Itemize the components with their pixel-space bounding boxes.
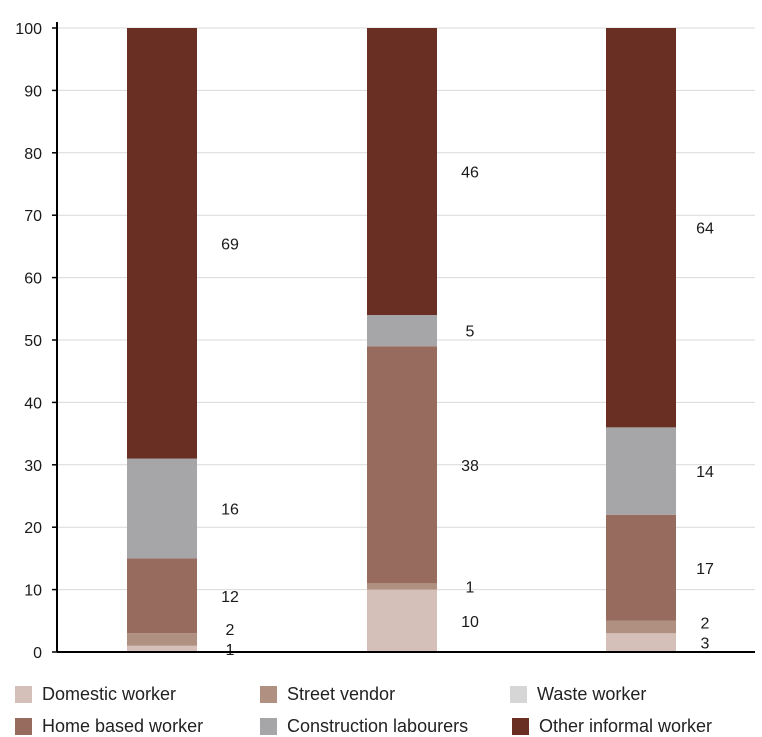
- data-label: 69: [221, 236, 239, 253]
- bar-segment-construction-labourers: [127, 458, 197, 559]
- bar-segment-construction-labourers: [367, 315, 437, 347]
- bar-segment-home-based-worker: [606, 514, 676, 621]
- y-tick-label: 50: [24, 333, 42, 350]
- data-label: 64: [696, 221, 714, 238]
- data-label: 3: [701, 636, 710, 653]
- y-tick-label: 90: [24, 83, 42, 100]
- y-tick-label: 40: [24, 395, 42, 412]
- bar-segment-street-vendor: [367, 583, 437, 590]
- y-tick-label: 70: [24, 208, 42, 225]
- bar-segment-home-based-worker: [367, 346, 437, 584]
- bar-segment-home-based-worker: [127, 558, 197, 634]
- bars-group: [127, 28, 676, 652]
- data-label: 12: [221, 589, 239, 606]
- data-label: 5: [466, 324, 475, 341]
- bar-segment-other-informal-worker: [606, 28, 676, 428]
- y-tick-label: 100: [15, 21, 42, 38]
- y-tick-label: 60: [24, 271, 42, 288]
- bar-segment-other-informal-worker: [127, 28, 197, 459]
- data-label: 16: [221, 501, 239, 518]
- data-label: 2: [701, 616, 710, 633]
- bar-segment-domestic-worker: [606, 633, 676, 652]
- bar-segment-street-vendor: [606, 620, 676, 634]
- bar-segment-street-vendor: [127, 633, 197, 646]
- data-label: 1: [466, 579, 475, 596]
- bar-segment-domestic-worker: [367, 589, 437, 652]
- data-label: 38: [461, 458, 479, 475]
- y-tick-label: 0: [33, 645, 42, 662]
- y-tick-label: 80: [24, 146, 42, 163]
- y-tick-label: 10: [24, 583, 42, 600]
- data-label: 17: [696, 561, 714, 578]
- data-label: 1: [226, 642, 235, 659]
- y-tick-label: 20: [24, 520, 42, 537]
- data-label: 46: [461, 165, 479, 182]
- bar-segment-domestic-worker: [127, 645, 197, 652]
- data-label: 14: [696, 464, 714, 481]
- data-label: 2: [226, 622, 235, 639]
- y-tick-label: 30: [24, 458, 42, 475]
- bar-segment-other-informal-worker: [367, 28, 437, 316]
- data-label: 10: [461, 614, 479, 631]
- y-axis: 0 10 20 30 40 50 60 70 80 90 100: [15, 21, 58, 662]
- bar-segment-construction-labourers: [606, 427, 676, 515]
